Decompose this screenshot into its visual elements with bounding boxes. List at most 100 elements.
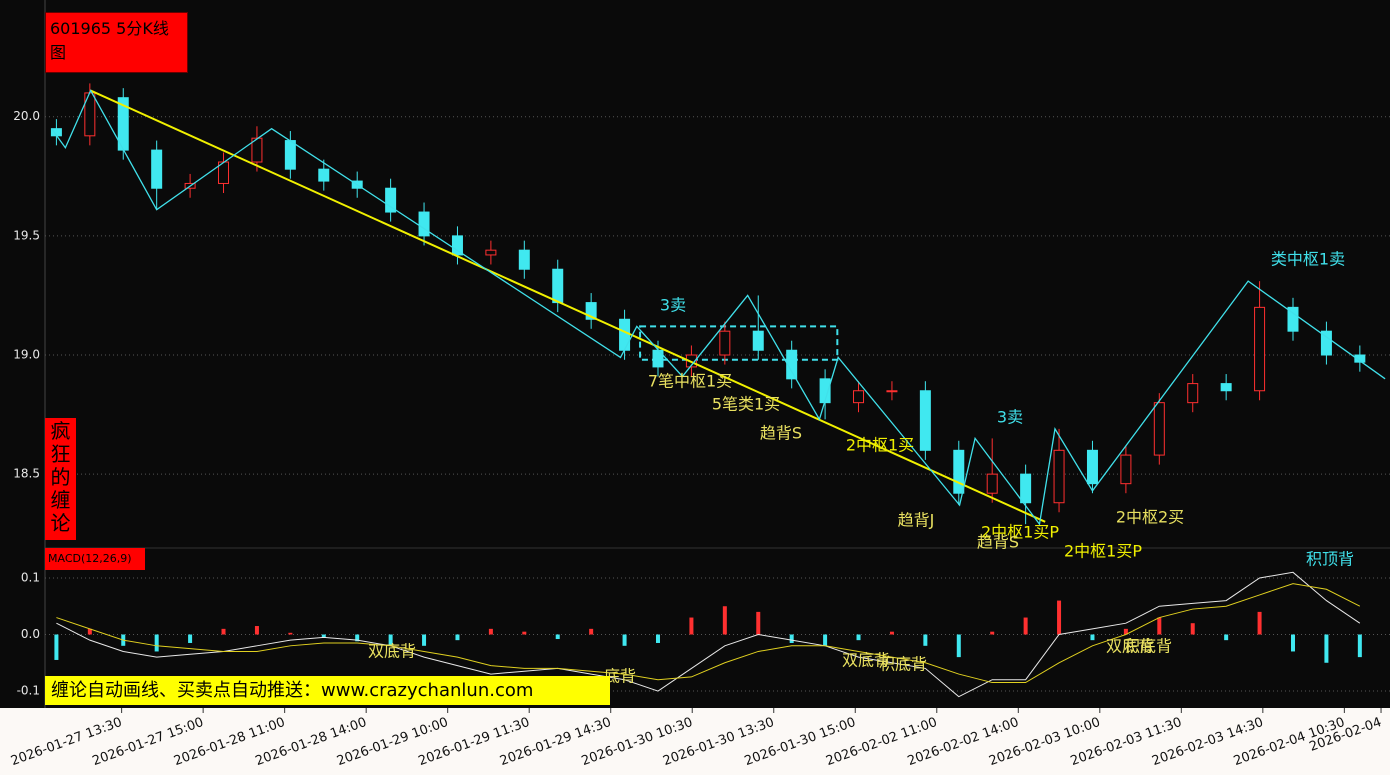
macd-bar: [789, 634, 794, 643]
macd-bar: [355, 634, 360, 642]
candle-body: [1254, 306, 1266, 392]
macd-bar: [54, 634, 59, 660]
macd-bar: [1123, 628, 1128, 635]
macd-bar: [388, 634, 393, 646]
macd-line: [56, 571, 1361, 698]
annotation: 3卖: [660, 296, 686, 315]
macd-bar: [823, 634, 828, 646]
center-box: [639, 325, 839, 361]
macd-bar: [488, 628, 493, 635]
macd-bar: [422, 634, 427, 646]
candle-body: [786, 349, 798, 380]
candle-body: [1086, 449, 1098, 485]
annotation: 积底背: [879, 655, 927, 674]
annotation: 5笔类1买: [712, 395, 780, 414]
macd-bar: [756, 611, 761, 635]
candle-body: [318, 168, 330, 182]
macd-bar: [1290, 634, 1295, 652]
annotation: 2中枢2买: [1116, 508, 1184, 527]
y-tick-label: 20.0: [13, 109, 40, 123]
macd-bar: [288, 632, 293, 635]
candle-body: [853, 390, 865, 404]
macd-bar: [555, 634, 560, 640]
candle-body: [719, 330, 731, 356]
candle-body: [752, 330, 764, 351]
candle-body: [1020, 473, 1032, 504]
annotation: 积底背: [1124, 637, 1172, 656]
candle-body: [953, 449, 965, 494]
macd-bar: [1023, 617, 1028, 635]
y-tick-label: 0.0: [21, 627, 40, 641]
annotation: 双底背: [1106, 637, 1154, 656]
candle-body: [518, 249, 530, 270]
candle-body: [485, 249, 497, 256]
trend-line: [90, 89, 1046, 523]
chart-title: 601965 5分K线图: [45, 12, 188, 73]
candle-body: [986, 473, 998, 494]
macd-bar: [1224, 634, 1229, 641]
candle-body: [251, 137, 263, 163]
candle-body: [919, 390, 931, 451]
candle-body: [1320, 330, 1332, 356]
macd-bar: [1090, 634, 1095, 641]
stroke-line: [50, 89, 1386, 526]
macd-bar: [622, 634, 627, 646]
macd-bar: [1157, 617, 1162, 635]
annotation: 类中枢1卖: [1271, 250, 1345, 269]
candle-body: [619, 318, 631, 351]
macd-bar: [1357, 634, 1362, 658]
annotation: 趋背S: [760, 424, 802, 443]
macd-bar: [321, 634, 326, 638]
annotation: 双底背: [368, 642, 416, 661]
macd-bar: [956, 634, 961, 658]
candle-body: [151, 149, 163, 189]
candle-body: [1220, 383, 1232, 392]
candle-body: [385, 187, 397, 213]
side-label: 疯狂的缠论: [45, 418, 76, 540]
candle-body: [1053, 449, 1065, 504]
y-tick-label: 0.1: [21, 570, 40, 584]
candle-body: [284, 140, 296, 170]
macd-bar: [655, 634, 660, 643]
annotation: 趋背J: [898, 511, 935, 530]
macd-bar: [990, 631, 995, 635]
y-tick-label: -0.1: [17, 684, 40, 698]
x-axis-band: [0, 708, 1390, 775]
y-tick-label: 18.5: [13, 467, 40, 481]
candle-body: [1153, 402, 1165, 456]
macd-bar: [1057, 600, 1062, 635]
macd-bar: [722, 606, 727, 635]
macd-bar: [923, 634, 928, 646]
macd-bar: [254, 626, 259, 635]
y-tick-label: 19.0: [13, 348, 40, 362]
macd-bar: [455, 634, 460, 641]
candle-body: [886, 390, 898, 393]
macd-bar: [1257, 611, 1262, 635]
banner: 缠论自动画线、买卖点自动推送：www.crazychanlun.com: [45, 676, 610, 705]
macd-bar: [889, 631, 894, 635]
candle-body: [552, 268, 564, 304]
annotation: 2中枢1买P: [1064, 542, 1142, 561]
candle-body: [1187, 383, 1199, 404]
candle-body: [1287, 306, 1299, 332]
macd-bar: [689, 617, 694, 635]
annotation: 双底背: [842, 651, 890, 670]
macd-bar: [154, 634, 159, 652]
candle-body: [1120, 454, 1132, 485]
y-tick-label: 19.5: [13, 228, 40, 242]
macd-line: [56, 583, 1361, 684]
macd-bar: [856, 634, 861, 641]
macd-bar: [1324, 634, 1329, 663]
candle-body: [451, 235, 463, 256]
macd-bar: [221, 628, 226, 635]
annotation: 2中枢1买: [846, 436, 914, 455]
macd-bar: [87, 628, 92, 635]
annotation: 积顶背: [1306, 550, 1354, 569]
annotation: 2中枢1买P: [981, 523, 1059, 542]
annotation: 3卖: [997, 408, 1023, 427]
macd-bar: [589, 628, 594, 635]
candle-body: [418, 211, 430, 237]
annotation: 7笔中枢1买: [648, 372, 732, 391]
